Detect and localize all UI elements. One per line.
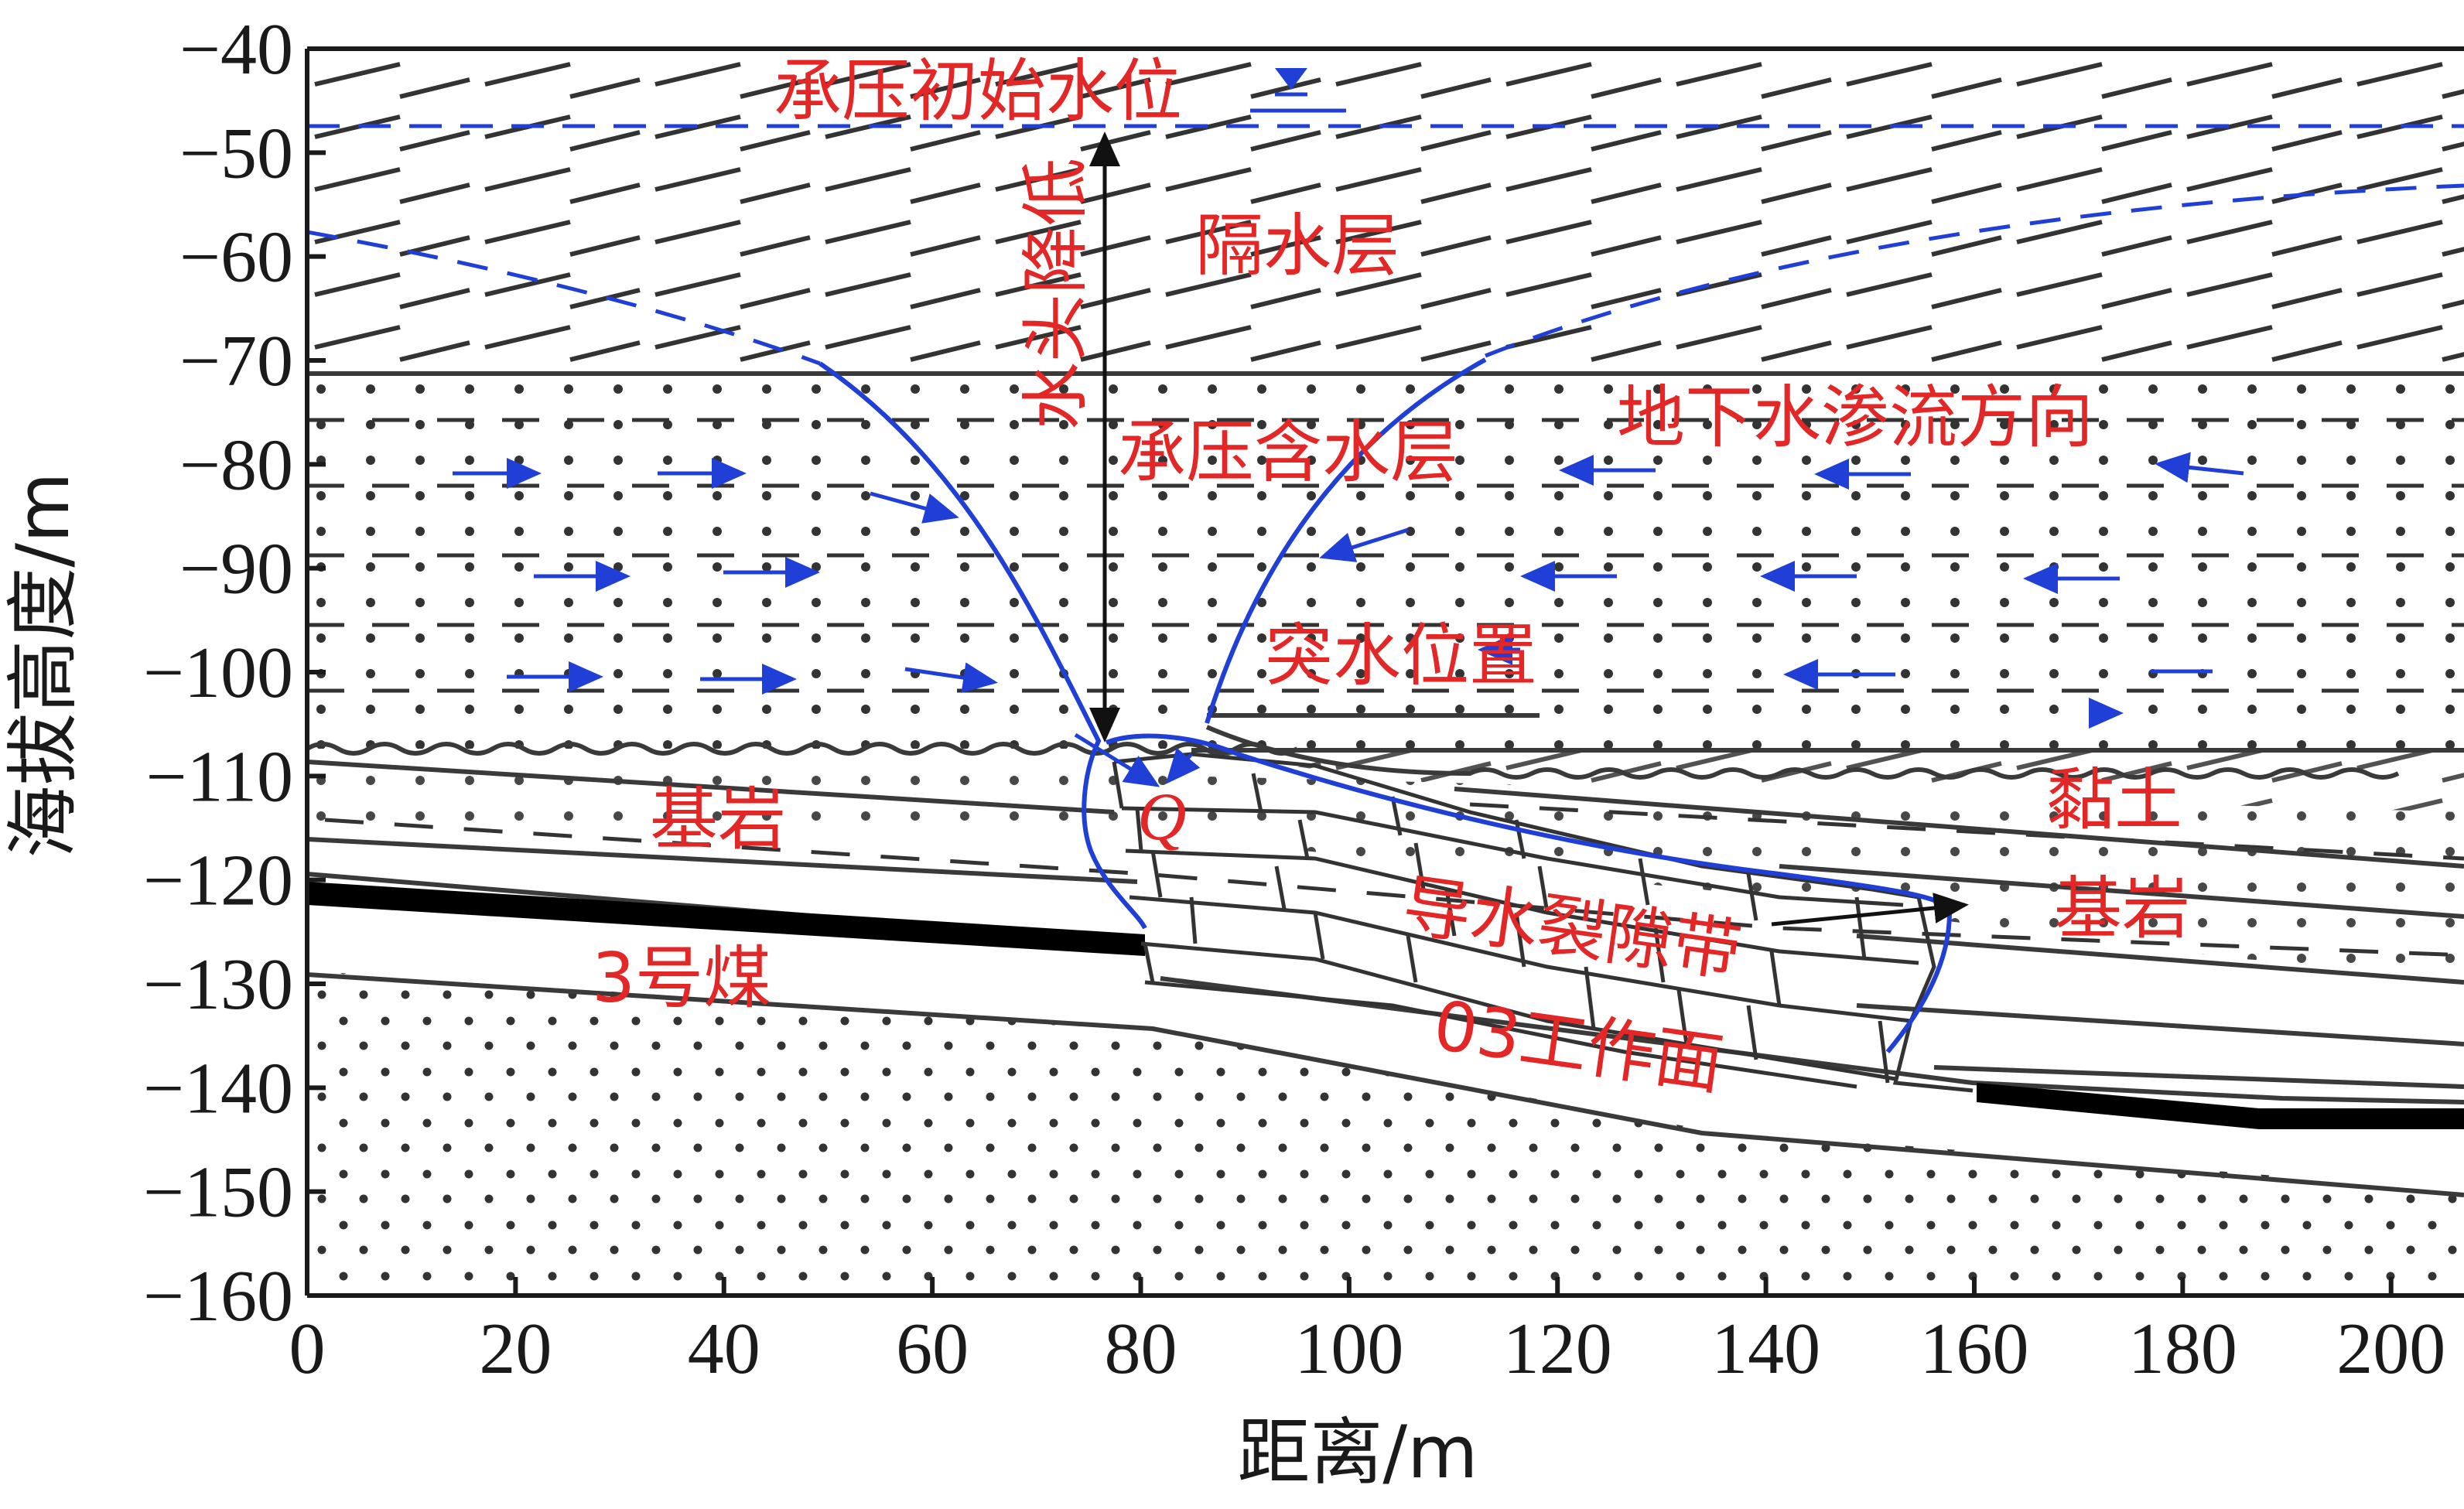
aquifer-dashed-lines <box>307 418 2464 693</box>
depression-curve-right <box>1485 183 2464 358</box>
y-tick-label: −70 <box>179 321 293 401</box>
deep-bedrock-layer <box>307 971 2464 1296</box>
clay-layer <box>1191 750 2464 812</box>
bedrock-dashed-lines <box>324 802 2464 958</box>
y-tick-label: −50 <box>179 113 293 193</box>
label-coal-seam: 3号煤 <box>592 938 771 1018</box>
x-tick-label: 40 <box>688 1309 760 1389</box>
y-tick-label: −120 <box>143 841 293 921</box>
x-tick-label: 20 <box>479 1309 552 1389</box>
y-tick-label: −110 <box>145 736 293 817</box>
confined-aquifer-layer <box>307 374 2464 749</box>
y-tick-label: −60 <box>179 217 293 298</box>
fracture-zone-boundary <box>1105 733 1953 1053</box>
label-bedrock-left: 基岩 <box>650 780 786 859</box>
y-tick-label: −100 <box>143 633 293 713</box>
label-bedrock-right: 基岩 <box>2054 869 2190 948</box>
seepage-arrows <box>453 452 2244 729</box>
fracture-zone-pointer <box>1771 893 1969 927</box>
y-tick-label: −80 <box>179 425 293 505</box>
water-features <box>307 124 2464 1053</box>
x-tick-label: 60 <box>896 1309 969 1389</box>
x-tick-label: 160 <box>1919 1309 2028 1389</box>
label-initial-water-level: 承压初始水位 <box>774 51 1182 131</box>
y-tick-label: −150 <box>143 1152 293 1233</box>
depression-curve-left <box>307 230 821 366</box>
y-axis-title: 海拔高度/m <box>2 472 86 858</box>
x-tick-label: 80 <box>1104 1309 1177 1389</box>
inflow-curve-right <box>1205 357 1487 724</box>
x-tick-label: 0 <box>289 1309 326 1389</box>
x-axis-ticks: 0 20 40 60 80 100 120 140 160 180 200 <box>289 1277 2445 1389</box>
label-head-drop: 水头降低 <box>1016 158 1095 430</box>
y-tick-label: −130 <box>143 944 293 1025</box>
y-tick-label: −140 <box>143 1048 293 1128</box>
diagram-labels: 承压初始水位 隔水层 水头降低 承压含水层 地下水渗流方向 突水位置 Q 基岩 … <box>592 51 2190 1104</box>
label-seepage-direction: 地下水渗流方向 <box>1617 377 2093 457</box>
aquiclude-layer <box>307 49 2464 374</box>
x-tick-label: 180 <box>2128 1309 2237 1389</box>
strata-layers <box>307 49 2464 1296</box>
label-point-q: Q <box>1137 780 1187 855</box>
label-working-face: 03工作面 <box>1429 985 1728 1104</box>
x-tick-label: 120 <box>1503 1309 1612 1389</box>
strata-boundaries <box>307 371 2464 1197</box>
y-tick-label: −90 <box>179 529 293 609</box>
coal-seam <box>307 882 2464 1129</box>
y-tick-label: −40 <box>179 9 293 90</box>
y-tick-label: −160 <box>143 1256 293 1337</box>
label-aquiclude: 隔水层 <box>1195 206 1399 285</box>
x-tick-label: 200 <box>2336 1309 2445 1389</box>
y-axis-ticks: −40 −50 −60 −70 −80 −90 −100 −110 −120 −130 −140 −1… <box>143 9 326 1337</box>
label-inrush-location: 突水位置 <box>1265 616 1537 695</box>
shallow-bedrock-layer <box>307 758 2464 975</box>
inverted-triangle-water-level-icon <box>1250 68 1346 113</box>
label-clay: 黏土 <box>2046 760 2182 840</box>
x-tick-label: 100 <box>1294 1309 1403 1389</box>
x-axis-title: 距离/m <box>1237 1411 1478 1495</box>
label-confined-aquifer: 承压含水层 <box>1118 412 1458 492</box>
x-tick-label: 140 <box>1711 1309 1820 1389</box>
